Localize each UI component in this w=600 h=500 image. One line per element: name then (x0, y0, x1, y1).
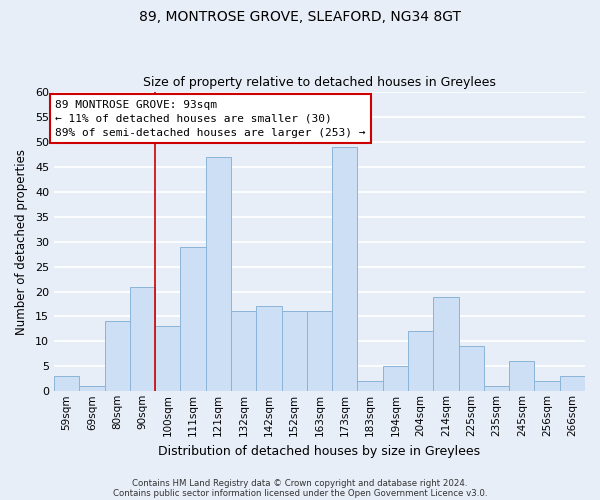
Bar (484, 386, 509, 392)
Bar (104, 322, 130, 392)
Title: Size of property relative to detached houses in Greylees: Size of property relative to detached ho… (143, 76, 496, 90)
Bar (155, 326, 181, 392)
Bar (535, 382, 560, 392)
Bar (358, 382, 383, 392)
Bar (181, 246, 206, 392)
Bar (433, 296, 458, 392)
Bar (54, 376, 79, 392)
Bar (281, 312, 307, 392)
Bar (130, 286, 155, 392)
Bar (383, 366, 408, 392)
Bar (256, 306, 281, 392)
Bar (79, 386, 104, 392)
Bar (206, 157, 231, 392)
Y-axis label: Number of detached properties: Number of detached properties (15, 148, 28, 334)
Text: Contains HM Land Registry data © Crown copyright and database right 2024.: Contains HM Land Registry data © Crown c… (132, 478, 468, 488)
Bar (560, 376, 585, 392)
Text: 89 MONTROSE GROVE: 93sqm
← 11% of detached houses are smaller (30)
89% of semi-d: 89 MONTROSE GROVE: 93sqm ← 11% of detach… (55, 100, 365, 138)
Bar (408, 332, 433, 392)
Bar (509, 362, 535, 392)
Bar (458, 346, 484, 392)
Text: Contains public sector information licensed under the Open Government Licence v3: Contains public sector information licen… (113, 488, 487, 498)
Text: 89, MONTROSE GROVE, SLEAFORD, NG34 8GT: 89, MONTROSE GROVE, SLEAFORD, NG34 8GT (139, 10, 461, 24)
Bar (332, 147, 358, 392)
X-axis label: Distribution of detached houses by size in Greylees: Distribution of detached houses by size … (158, 444, 481, 458)
Bar (231, 312, 256, 392)
Bar (307, 312, 332, 392)
